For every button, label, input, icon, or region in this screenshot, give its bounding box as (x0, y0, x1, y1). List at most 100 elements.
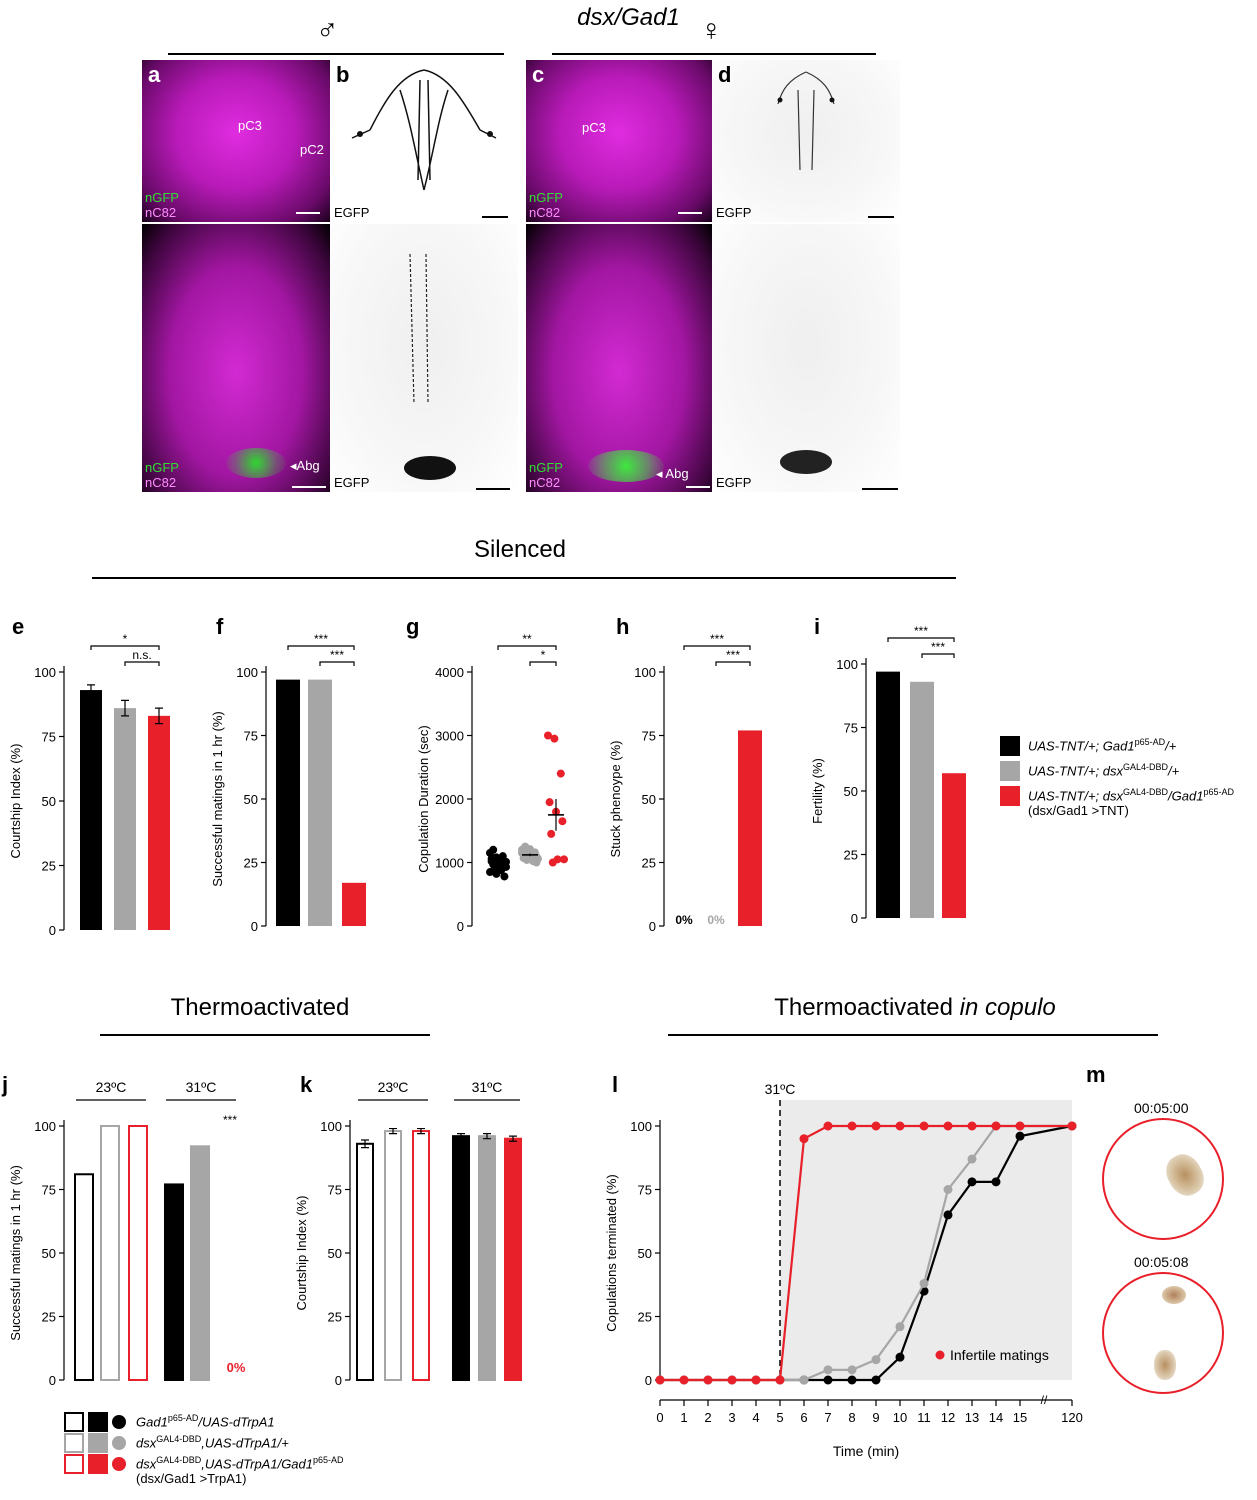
series-point (775, 1375, 785, 1385)
y-tick-label: 100 (34, 665, 56, 680)
y-tick-label: 75 (244, 729, 258, 744)
y-axis-label: Stuck phenoype (%) (608, 740, 623, 857)
series-point (991, 1177, 1001, 1187)
bar (148, 715, 170, 930)
y-tick-label: 100 (634, 665, 656, 680)
significance-bracket (90, 645, 160, 650)
data-point (532, 858, 541, 867)
panel-letter-f: f (216, 614, 224, 639)
data-point (544, 731, 552, 740)
legend-label: Gad1p65-AD/UAS-dTrpA1 (136, 1413, 275, 1430)
error-bar (361, 1139, 369, 1149)
significance-label: *** (330, 648, 344, 662)
bar (384, 1130, 402, 1381)
data-point (558, 817, 567, 826)
series-point (943, 1210, 953, 1220)
y-tick-label: 100 (320, 1119, 342, 1134)
label-egfp: EGFP (716, 475, 752, 490)
scale-bar (292, 486, 326, 488)
label-ngfp: nGFP (145, 460, 179, 475)
series-point (1015, 1121, 1025, 1131)
bar (276, 679, 300, 926)
video-frame-2 (1102, 1272, 1224, 1394)
y-tick-label: 25 (244, 856, 258, 871)
significance-bracket (287, 645, 355, 650)
x-tick-label: 11 (917, 1410, 931, 1425)
y-tick-label: 0 (649, 919, 656, 934)
y-tick-label: 25 (844, 848, 858, 863)
error-bar (87, 684, 95, 696)
y-axis-label: Copulation Duration (sec) (416, 725, 431, 872)
series-point (919, 1278, 929, 1288)
male-vnc-image: ◂Abg nGFP nC82 (142, 224, 330, 492)
y-tick-label: 50 (642, 792, 656, 807)
series-point (871, 1375, 881, 1385)
legend-swatch-filled (88, 1454, 108, 1474)
series-point (895, 1352, 905, 1362)
legend-item: dsxGAL4-DBD,UAS-dTrpA1/Gad1p65-AD (dsx/Ga… (64, 1454, 424, 1486)
data-point (550, 734, 559, 743)
label-nc82: nC82 (145, 205, 177, 220)
legend-item: Gad1p65-AD/UAS-dTrpA1 (64, 1412, 424, 1432)
y-tick-label: 0 (335, 1373, 342, 1388)
data-point (547, 829, 556, 838)
scale-bar (482, 216, 508, 218)
legend-swatch (1000, 786, 1020, 806)
series-point (895, 1121, 905, 1131)
female-vnc-traces (780, 450, 832, 474)
label-ngfp: nGFP (529, 190, 563, 205)
error-bar (509, 1135, 517, 1142)
label-pc3: pC3 (582, 120, 606, 135)
significance-bracket (887, 637, 955, 642)
zero-value-label: 0% (707, 913, 725, 927)
series-point (967, 1121, 977, 1131)
male-symbol: ♂ (316, 14, 339, 47)
series-point (679, 1375, 689, 1385)
section-thermo: Thermoactivated (170, 994, 350, 1021)
series-point (655, 1375, 665, 1385)
significance-bracket (497, 645, 557, 650)
x-axis-label: Time (min) (833, 1443, 899, 1459)
legend-marker (935, 1350, 945, 1360)
bar (452, 1135, 470, 1382)
bar (942, 773, 966, 918)
y-tick-label: 100 (836, 657, 858, 672)
x-tick-label: 15 (1013, 1410, 1027, 1425)
data-point (548, 858, 557, 867)
bar (308, 679, 332, 926)
series-point (967, 1177, 977, 1187)
female-vnc-egfp-image: EGFP (712, 224, 900, 492)
bar (478, 1135, 496, 1382)
zero-value-label: 0% (675, 913, 693, 927)
series-point (943, 1185, 953, 1194)
legend-swatch (1000, 736, 1020, 756)
scale-bar (686, 486, 710, 488)
legend-swatch-open (64, 1433, 84, 1453)
x-tick-label: 4 (752, 1410, 759, 1425)
x-tick-label: 13 (965, 1410, 979, 1425)
y-tick-label: 75 (844, 721, 858, 736)
significance-label: *** (914, 624, 928, 638)
panel-letter-g: g (406, 614, 419, 639)
error-bar (483, 1133, 491, 1140)
female-bar (552, 53, 876, 55)
y-tick-label: 1000 (435, 856, 464, 871)
bar (114, 708, 136, 930)
significance-bracket (683, 645, 751, 650)
series-point (871, 1355, 881, 1365)
y-tick-label: 100 (630, 1119, 652, 1134)
error-bar (417, 1127, 425, 1135)
male-brain-egfp-image: b EGFP (330, 60, 518, 222)
significance-label: ** (522, 632, 532, 646)
scale-bar (862, 488, 898, 490)
series-point (943, 1121, 953, 1131)
figure-title: dsx/Gad1 (577, 4, 680, 31)
group-label: 31ºC (186, 1079, 217, 1095)
y-tick-label: 25 (642, 856, 656, 871)
data-point (556, 769, 565, 778)
y-axis-label: Successful matings in 1 hr (%) (8, 1165, 23, 1341)
significance-label: * (123, 632, 128, 646)
panel-letter-b: b (336, 62, 350, 87)
bar (356, 1142, 374, 1382)
